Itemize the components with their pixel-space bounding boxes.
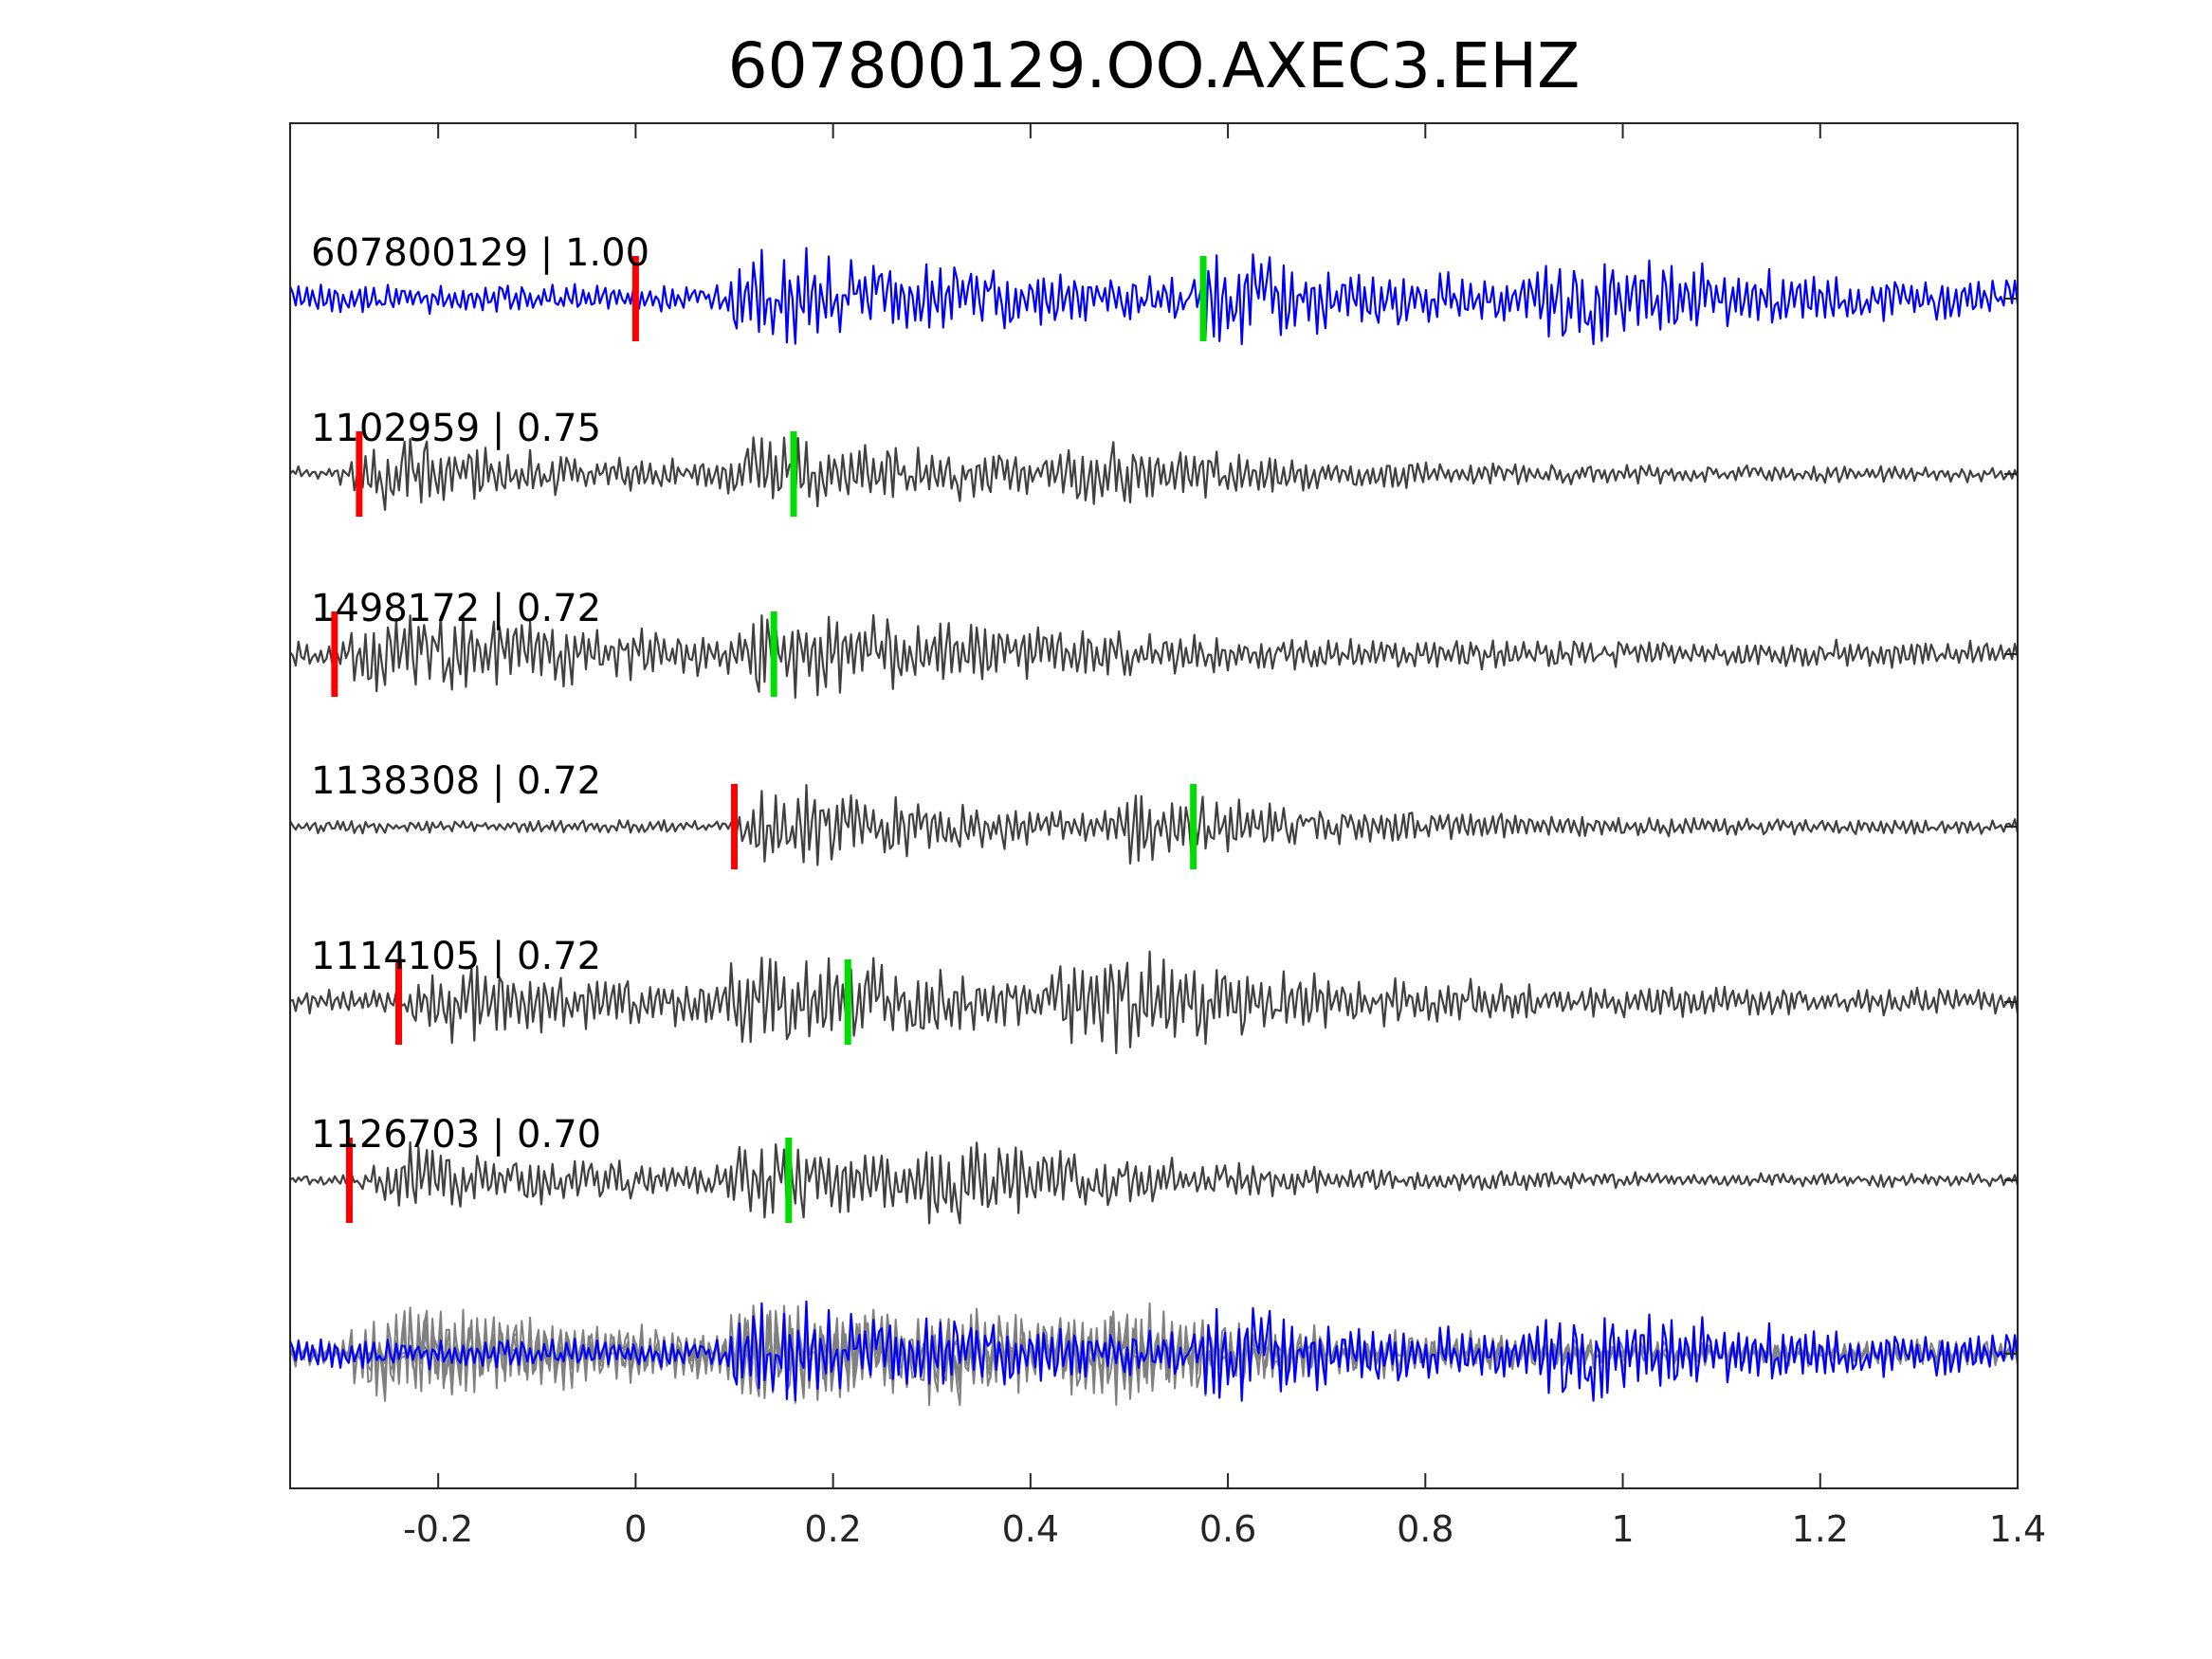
trace-label-1114105: 1114105 | 0.72 bbox=[311, 935, 601, 978]
trace-labels-layer: 607800129 | 1.00 1102959 | 0.75 1498172 | … bbox=[311, 231, 649, 1157]
x-tick-label: 0.2 bbox=[804, 1508, 861, 1550]
overlay-trace-607800129 bbox=[288, 1300, 2020, 1402]
traces-layer bbox=[288, 246, 2020, 1225]
x-tick-label: 0 bbox=[624, 1508, 647, 1550]
trace-label-1138308: 1138308 | 0.72 bbox=[311, 759, 601, 803]
trace-1126703 bbox=[289, 1140, 2020, 1225]
trace-1114105 bbox=[289, 950, 2020, 1055]
trace-1102959 bbox=[289, 436, 2020, 511]
trace-1138308 bbox=[289, 784, 2020, 866]
plot-frame bbox=[289, 122, 2019, 1489]
trace-label-1498172: 1498172 | 0.72 bbox=[311, 587, 601, 630]
x-tick-label: 0.4 bbox=[1002, 1508, 1059, 1550]
x-tick-label: -0.2 bbox=[403, 1508, 473, 1550]
chart-title: 607800129.OO.AXEC3.EHZ bbox=[727, 29, 1581, 102]
picks-layer bbox=[331, 256, 1207, 1223]
trace-label-607800129: 607800129 | 1.00 bbox=[311, 231, 649, 275]
x-tick-label: 0.6 bbox=[1199, 1508, 1256, 1550]
trace-label-1126703: 1126703 | 0.70 bbox=[311, 1113, 601, 1157]
x-tick-label: 0.8 bbox=[1397, 1508, 1453, 1550]
x-tick-label: 1.2 bbox=[1792, 1508, 1849, 1550]
axes-layer: -0.2 0 0.2 0.4 0.6 0.8 1 1.2 1.4 bbox=[289, 122, 2046, 1550]
overlay-trace-1126703 bbox=[289, 1307, 2019, 1407]
trace-1498172 bbox=[289, 613, 2020, 700]
x-tick-label: 1.4 bbox=[1989, 1508, 2046, 1550]
trace-607800129 bbox=[288, 246, 2020, 346]
trace-label-1102959: 1102959 | 0.75 bbox=[311, 407, 601, 450]
x-tick-label: 1 bbox=[1611, 1508, 1634, 1550]
overlay-layer bbox=[288, 1300, 2020, 1407]
